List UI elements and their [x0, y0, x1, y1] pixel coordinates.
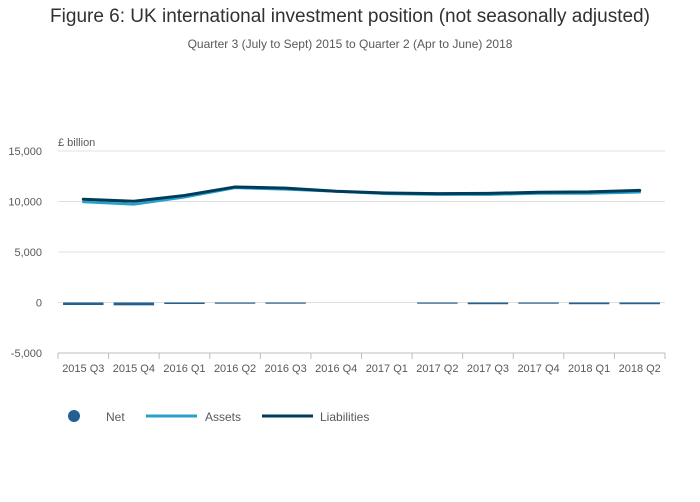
- y-tick-label: 0: [36, 298, 42, 310]
- net-bar: [417, 302, 458, 304]
- y-tick-label: 5,000: [14, 247, 42, 259]
- x-tick-label: 2017 Q3: [467, 363, 509, 375]
- net-bar: [63, 302, 104, 306]
- chart-subtitle: Quarter 3 (July to Sept) 2015 to Quarter…: [187, 37, 513, 51]
- legend-net-label: Net: [106, 410, 125, 424]
- x-tick-label: 2015 Q4: [113, 363, 155, 375]
- legend-assets-label: Assets: [205, 410, 241, 424]
- net-bar: [113, 302, 155, 306]
- chart-title: Figure 6: UK international investment po…: [50, 6, 650, 27]
- net-bar: [467, 302, 509, 305]
- x-tick-label: 2018 Q2: [619, 363, 661, 375]
- y-tick-label: -5,000: [11, 348, 42, 360]
- x-tick-label: 2016 Q3: [265, 363, 307, 375]
- net-bar: [568, 302, 610, 305]
- y-tick-label: 10,000: [8, 197, 42, 209]
- x-tick-label: 2017 Q1: [366, 363, 408, 375]
- x-tick-label: 2016 Q2: [214, 363, 256, 375]
- net-bar: [265, 302, 306, 304]
- y-tick-label: 15,000: [8, 146, 42, 158]
- legend-net-marker: [68, 410, 80, 422]
- x-tick-label: 2016 Q1: [163, 363, 205, 375]
- net-bar: [619, 302, 660, 305]
- y-axis-label: £ billion: [58, 137, 95, 149]
- x-tick-label: 2017 Q4: [517, 363, 559, 375]
- liabilities-line: [81, 185, 642, 203]
- net-bar: [518, 302, 559, 304]
- x-tick-label: 2015 Q3: [62, 363, 104, 375]
- legend-liabilities-label: Liabilities: [320, 410, 369, 424]
- net-bar: [214, 302, 256, 304]
- x-tick-label: 2018 Q1: [568, 363, 610, 375]
- x-tick-label: 2016 Q4: [315, 363, 357, 375]
- x-tick-label: 2017 Q2: [416, 363, 458, 375]
- net-bar: [164, 302, 205, 305]
